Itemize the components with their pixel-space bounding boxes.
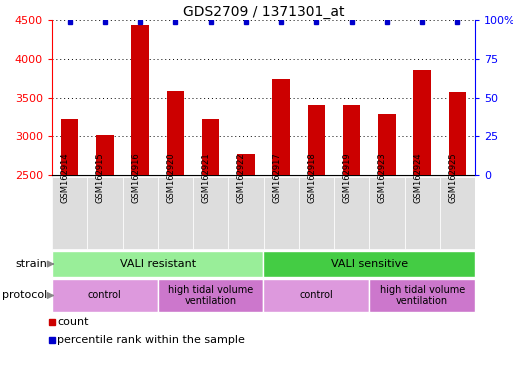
Bar: [237, 154, 254, 369]
Text: GSM162914: GSM162914: [61, 153, 70, 203]
FancyBboxPatch shape: [369, 177, 404, 248]
FancyBboxPatch shape: [123, 177, 158, 248]
Bar: [343, 105, 361, 369]
Text: GSM162918: GSM162918: [307, 152, 317, 204]
Title: GDS2709 / 1371301_at: GDS2709 / 1371301_at: [183, 5, 344, 19]
Text: GSM162920: GSM162920: [166, 153, 175, 203]
Bar: [272, 79, 290, 369]
Text: high tidal volume
ventilation: high tidal volume ventilation: [168, 285, 253, 306]
Bar: [131, 25, 149, 369]
Text: percentile rank within the sample: percentile rank within the sample: [57, 335, 245, 345]
Text: control: control: [88, 291, 122, 301]
FancyBboxPatch shape: [334, 177, 369, 248]
FancyBboxPatch shape: [264, 251, 475, 277]
Text: GSM162921: GSM162921: [202, 153, 211, 203]
FancyBboxPatch shape: [52, 280, 158, 311]
Bar: [308, 105, 325, 369]
Bar: [167, 91, 184, 369]
Text: high tidal volume
ventilation: high tidal volume ventilation: [380, 285, 465, 306]
Bar: [413, 70, 431, 369]
FancyBboxPatch shape: [299, 177, 334, 248]
Text: control: control: [300, 291, 333, 301]
FancyBboxPatch shape: [52, 251, 264, 277]
Text: GSM162925: GSM162925: [448, 153, 458, 203]
FancyBboxPatch shape: [158, 177, 193, 248]
FancyBboxPatch shape: [193, 177, 228, 248]
FancyBboxPatch shape: [264, 280, 369, 311]
Text: count: count: [57, 317, 89, 327]
FancyBboxPatch shape: [52, 177, 87, 248]
Text: protocol: protocol: [2, 291, 47, 301]
Text: GSM162923: GSM162923: [378, 152, 387, 204]
FancyBboxPatch shape: [158, 280, 264, 311]
Text: GSM162917: GSM162917: [272, 152, 281, 204]
Bar: [96, 136, 114, 369]
Text: GSM162919: GSM162919: [343, 153, 351, 203]
Text: strain: strain: [15, 259, 47, 269]
Bar: [202, 119, 220, 369]
Bar: [448, 92, 466, 369]
Text: VALI resistant: VALI resistant: [120, 259, 196, 269]
FancyBboxPatch shape: [264, 177, 299, 248]
Bar: [61, 119, 78, 369]
FancyBboxPatch shape: [440, 177, 475, 248]
FancyBboxPatch shape: [87, 177, 123, 248]
FancyBboxPatch shape: [404, 177, 440, 248]
Bar: [378, 114, 396, 369]
FancyBboxPatch shape: [228, 177, 264, 248]
Text: GSM162915: GSM162915: [96, 153, 105, 203]
FancyBboxPatch shape: [369, 280, 475, 311]
Text: GSM162924: GSM162924: [413, 153, 422, 203]
Text: GSM162922: GSM162922: [237, 153, 246, 203]
Text: VALI sensitive: VALI sensitive: [331, 259, 408, 269]
Text: GSM162916: GSM162916: [131, 152, 140, 204]
